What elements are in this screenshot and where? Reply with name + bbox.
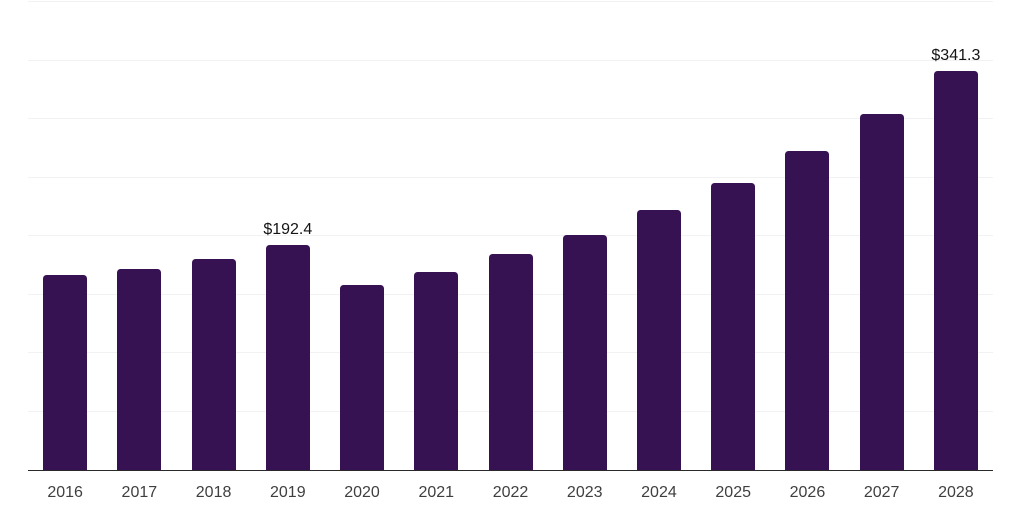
x-tick-label-2020: 2020 bbox=[344, 484, 380, 501]
bar-2024 bbox=[636, 210, 681, 470]
gridline bbox=[28, 59, 993, 61]
bar-2021 bbox=[414, 271, 459, 470]
bar-2025 bbox=[711, 183, 756, 470]
bar-2017 bbox=[117, 268, 162, 470]
bar-2016 bbox=[43, 274, 88, 470]
bar-2023 bbox=[562, 234, 607, 470]
gridline bbox=[28, 1, 993, 2]
x-axis-line bbox=[28, 469, 993, 471]
bar-2019 bbox=[265, 244, 310, 470]
bar-2020 bbox=[340, 285, 385, 470]
bar-2022 bbox=[488, 254, 533, 470]
x-tick-label-2021: 2021 bbox=[418, 484, 455, 501]
x-tick-label-2019: 2019 bbox=[270, 484, 306, 501]
x-tick-label-2026: 2026 bbox=[789, 484, 826, 501]
bar-2026 bbox=[785, 150, 830, 470]
x-tick-label-2025: 2025 bbox=[715, 484, 751, 501]
bar-value-label-2019: $192.4 bbox=[263, 220, 313, 238]
gridline bbox=[28, 235, 993, 236]
x-tick-label-2024: 2024 bbox=[641, 484, 677, 501]
x-tick-label-2016: 2016 bbox=[47, 484, 83, 501]
x-tick-label-2018: 2018 bbox=[195, 484, 232, 501]
x-axis-labels: 2016 2017 2018 2019 2020 2021 2022 2023 2024 2025… bbox=[28, 483, 993, 505]
x-tick-label-2027: 2027 bbox=[863, 484, 900, 501]
x-tick-label-2023: 2023 bbox=[566, 484, 603, 501]
bar-2027 bbox=[859, 114, 904, 470]
x-tick-label-2028: 2028 bbox=[938, 484, 974, 501]
bar-2018 bbox=[191, 258, 236, 470]
x-tick-label-2017: 2017 bbox=[121, 484, 158, 501]
gridline bbox=[28, 118, 993, 119]
bar-value-label-2028: $341.3 bbox=[931, 46, 981, 64]
plot-area: $192.4 $341.3 bbox=[28, 0, 993, 471]
gridline bbox=[28, 176, 993, 178]
bar-2028 bbox=[933, 70, 978, 470]
x-tick-label-2022: 2022 bbox=[492, 484, 529, 501]
